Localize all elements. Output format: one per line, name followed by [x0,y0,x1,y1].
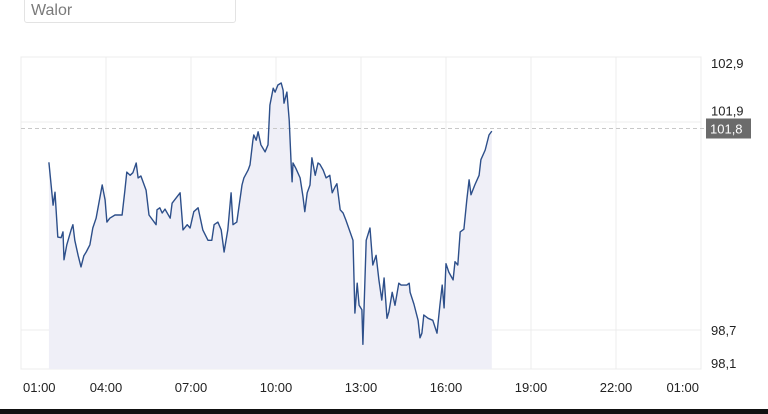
price-area-fill [48,83,492,369]
security-search-field[interactable] [24,0,236,23]
y-axis: 102,9 101,9 98,7 98,1 [711,56,744,371]
data-points [48,82,492,345]
x-tick-label: 01:00 [23,380,56,395]
x-tick-label: 19:00 [515,380,548,395]
y-tick-label: 102,9 [711,56,744,71]
current-price-label: 101,8 [710,122,743,137]
y-tick-label: 101,9 [711,104,744,119]
y-tick-label: 98,1 [711,356,736,371]
x-tick-label: 22:00 [600,380,633,395]
x-tick-label: 04:00 [90,380,123,395]
current-price-badge: 101,8 [706,118,751,139]
bottom-bar [0,409,768,414]
x-axis: 01:00 04:00 07:00 10:00 13:00 16:00 19:00 22:00… [23,380,699,395]
x-tick-label: 07:00 [175,380,208,395]
security-search-input[interactable] [25,0,235,22]
y-tick-label: 98,7 [711,323,736,338]
x-tick-label: 10:00 [260,380,293,395]
x-tick-label: 13:00 [345,380,378,395]
current-price-badge-bg [706,118,751,139]
x-tick-label: 01:00 [666,380,699,395]
price-line [48,82,493,345]
x-tick-label: 16:00 [430,380,463,395]
